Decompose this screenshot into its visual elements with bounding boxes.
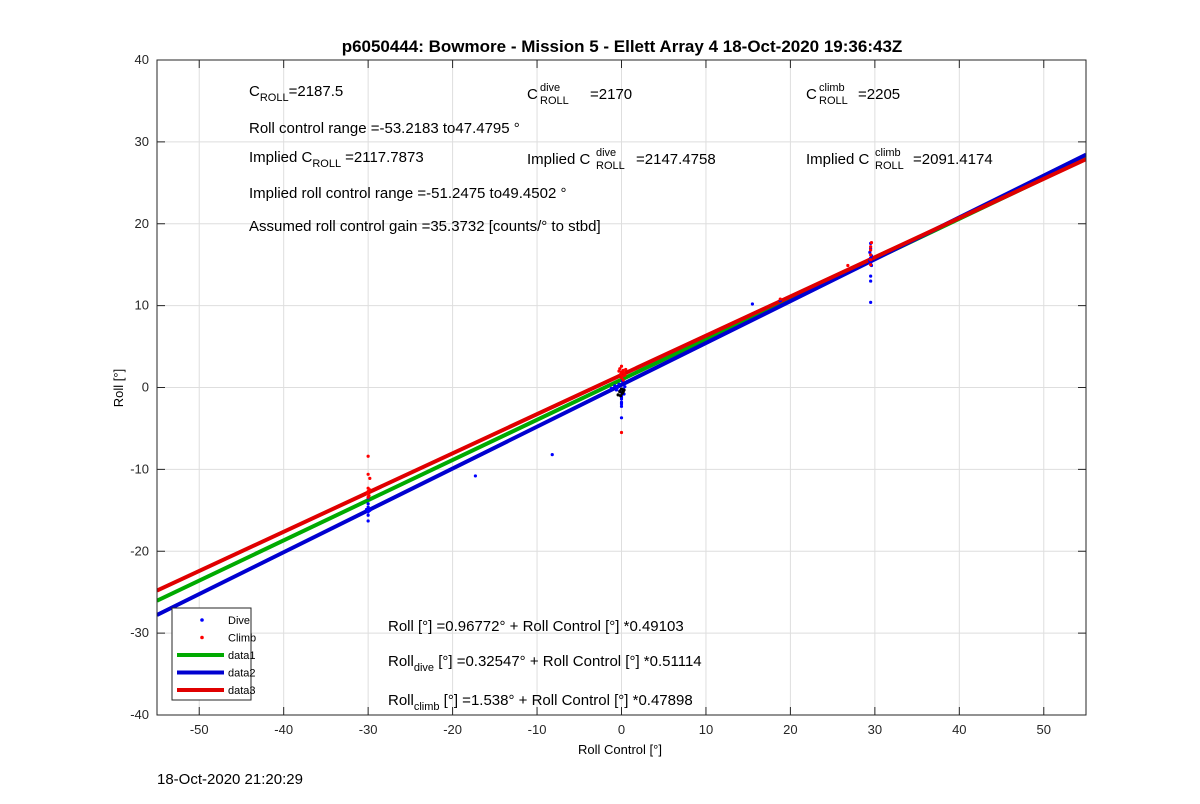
x-tick-label: 30 <box>868 722 882 737</box>
y-tick-label: 30 <box>135 134 149 149</box>
point-climb <box>366 454 370 458</box>
point-climb <box>869 253 873 257</box>
legend-marker-climb <box>200 635 204 640</box>
plot-data <box>157 152 1086 617</box>
point-dive <box>868 250 872 255</box>
point-dive <box>366 519 370 523</box>
point-dive <box>366 505 370 509</box>
point-climb <box>366 472 370 476</box>
point-climb <box>869 245 873 249</box>
annot-fit-climb: Rollclimb [°] =1.538° + Roll Control [°]… <box>388 692 693 713</box>
point-extra <box>616 393 620 397</box>
point-dive <box>366 502 370 506</box>
point-dive <box>609 386 613 390</box>
point-climb <box>623 373 627 377</box>
point-climb <box>869 240 874 245</box>
point-dive <box>619 416 624 420</box>
y-tick-label: 20 <box>135 216 149 231</box>
point-dive <box>614 388 619 392</box>
y-tick-label: 10 <box>135 298 149 313</box>
point-dive <box>750 302 755 306</box>
annot-fit-dive: Rolldive [°] =0.32547° + Roll Control [°… <box>388 653 702 674</box>
annot-c-roll: CROLL=2187.5 <box>249 83 343 104</box>
axis-ticks: -50 -40 -30 -20 -10 0 10 20 30 40 50 -40 -30 -20 -10 0 1… <box>130 52 1086 737</box>
point-dive <box>869 274 873 278</box>
x-tick-label: -10 <box>528 722 547 737</box>
point-dive <box>619 404 624 408</box>
point-climb <box>622 371 626 375</box>
y-tick-label: 40 <box>135 52 149 67</box>
x-tick-label: -30 <box>359 722 378 737</box>
legend-label-data3: data3 <box>228 685 256 697</box>
legend-entries: Dive Climb data1 data2 data3 <box>177 615 256 697</box>
point-climb <box>624 367 628 372</box>
point-climb <box>617 369 621 373</box>
legend-label-data2: data2 <box>228 668 256 680</box>
x-tick-label: 10 <box>699 722 713 737</box>
point-extra <box>618 389 622 394</box>
x-axis-label: Roll Control [°] <box>578 742 662 757</box>
point-climb <box>619 376 624 380</box>
point-dive <box>623 385 627 389</box>
legend: Dive Climb data1 data2 data3 <box>171 607 256 701</box>
point-dive <box>366 513 370 517</box>
point-dive <box>619 402 624 406</box>
legend-label-dive: Dive <box>228 615 250 627</box>
point-climb <box>778 297 782 301</box>
annot-fit-all: Roll [°] =0.96772° + Roll Control [°] *0… <box>388 618 684 635</box>
chart-title: p6050444: Bowmore - Mission 5 - Ellett A… <box>342 37 903 56</box>
annot-gain: Assumed roll control gain =35.3732 [coun… <box>249 218 601 235</box>
y-axis-label: Roll [°] <box>111 369 126 407</box>
point-extra <box>619 394 623 398</box>
legend-label-climb: Climb <box>228 633 256 645</box>
point-climb <box>366 495 370 499</box>
point-climb <box>368 488 372 492</box>
y-tick-label: 0 <box>142 380 149 395</box>
point-dive <box>613 384 617 388</box>
y-tick-label: -30 <box>130 625 149 640</box>
annot-roll-range: Roll control range =-53.2183 to47.4795 ° <box>249 120 520 137</box>
y-tick-label: -40 <box>130 707 149 722</box>
point-dive <box>869 279 873 283</box>
y-tick-label: -10 <box>130 461 149 476</box>
point-extra <box>619 387 624 391</box>
point-dive <box>473 474 477 478</box>
legend-marker-dive <box>200 618 204 622</box>
point-climb <box>869 258 873 262</box>
point-climb <box>846 263 850 268</box>
point-climb <box>619 364 624 368</box>
legend-label-data1: data1 <box>228 650 256 662</box>
point-climb <box>621 378 625 382</box>
generated-timestamp: 18-Oct-2020 21:20:29 <box>157 771 303 788</box>
point-climb <box>368 476 372 480</box>
x-tick-label: 20 <box>783 722 797 737</box>
point-climb <box>618 367 622 371</box>
point-dive <box>869 300 873 304</box>
annot-implied-range: Implied roll control range =-51.2475 to4… <box>249 185 566 202</box>
x-tick-label: 50 <box>1037 722 1051 737</box>
x-tick-label: -40 <box>274 722 293 737</box>
x-tick-label: -50 <box>190 722 209 737</box>
x-tick-label: 0 <box>618 722 625 737</box>
point-extra <box>621 389 625 394</box>
point-dive <box>550 453 554 457</box>
x-tick-label: 40 <box>952 722 966 737</box>
point-climb <box>869 248 873 252</box>
point-dive <box>615 385 619 390</box>
point-climb <box>619 430 624 435</box>
point-climb <box>619 370 624 374</box>
point-dive <box>368 508 372 512</box>
y-tick-label: -20 <box>130 543 149 558</box>
point-dive <box>617 382 621 386</box>
x-tick-label: -20 <box>443 722 462 737</box>
annot-implied-c-roll: Implied CROLL =2117.7873 <box>249 149 424 170</box>
point-dive <box>364 507 369 512</box>
point-climb <box>869 263 873 267</box>
